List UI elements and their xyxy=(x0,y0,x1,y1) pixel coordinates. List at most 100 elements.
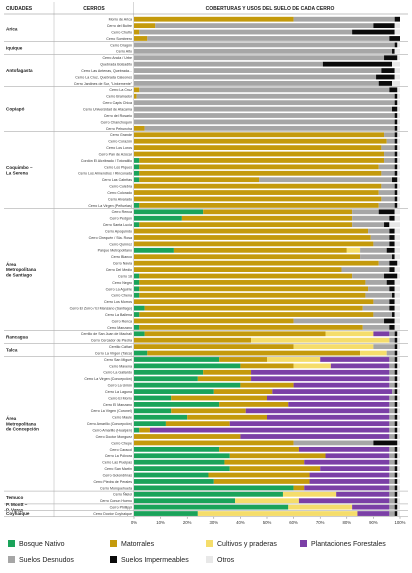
bar-segment xyxy=(392,48,395,54)
chart-row: Morro de Arica xyxy=(109,16,400,22)
bar-segment xyxy=(397,511,400,516)
bar-segment xyxy=(384,151,395,157)
bar-segment xyxy=(389,260,398,266)
bar-segment xyxy=(378,209,395,215)
chart-row: Cerro Renca xyxy=(112,209,400,214)
bar-segment xyxy=(394,215,400,221)
bar-segment xyxy=(397,202,400,208)
bar-segment xyxy=(134,472,209,478)
hill-label: Cerro Renca xyxy=(112,210,132,214)
bar-segment xyxy=(397,138,400,144)
bar-segment xyxy=(134,93,137,99)
bar-segment xyxy=(394,235,400,240)
bar-segment xyxy=(397,260,400,266)
bar-segment xyxy=(320,466,390,472)
bar-segment xyxy=(352,273,385,279)
bar-segment xyxy=(389,466,395,472)
bar-segment xyxy=(397,273,400,279)
bar-segment xyxy=(389,357,395,362)
bar-segment xyxy=(378,81,393,86)
bar-segment xyxy=(394,145,398,151)
chart-row: Cerro Golondrinas xyxy=(103,472,400,478)
bar-segment xyxy=(397,485,400,491)
bar-segment xyxy=(134,42,395,48)
bar-segment xyxy=(397,93,400,99)
bar-segment xyxy=(134,466,230,472)
chart-row: Cerro Dragón xyxy=(110,42,400,47)
bar-segment xyxy=(389,421,395,427)
hill-label: Cerro Jardines de Sur, "Linkemente" xyxy=(74,82,133,86)
bar-segment xyxy=(389,395,395,401)
bar-segment xyxy=(394,267,400,272)
chart-row: Cerro Monquehueta xyxy=(100,485,400,490)
chart-rows: Morro de Arica Cerro del Buitre Cerro Chuñ… xyxy=(4,16,408,518)
bar-segment xyxy=(397,382,400,388)
bar-segment xyxy=(384,132,395,138)
bar-segment xyxy=(139,202,379,208)
bar-segment xyxy=(134,376,198,382)
bar-segment xyxy=(394,42,398,48)
bar-segment xyxy=(320,357,390,362)
bar-segment xyxy=(397,151,400,157)
chart-row: Cerro Los Morros xyxy=(104,299,400,304)
bar-segment xyxy=(134,125,145,131)
bar-segment xyxy=(394,382,398,388)
hill-label: Quebrada Bolsadito xyxy=(100,63,132,67)
hill-label: Cerro Grande xyxy=(110,133,132,137)
bar-segment xyxy=(322,61,393,67)
city-group: Cerro Phillippi P. Montt – P. Varas xyxy=(4,502,408,512)
bar-segment xyxy=(389,414,395,420)
bar-segment xyxy=(139,29,353,35)
bar-segment xyxy=(134,312,140,317)
bar-segment xyxy=(134,106,393,112)
x-tick-label: 60% xyxy=(289,520,298,525)
bar-segment xyxy=(397,357,400,362)
bar-segment xyxy=(394,434,398,439)
bar-segment xyxy=(134,138,387,144)
bar-segment xyxy=(397,344,400,350)
bar-segment xyxy=(341,267,390,272)
bar-segment xyxy=(394,23,400,29)
bar-segment xyxy=(376,74,395,80)
legend-swatch xyxy=(206,556,213,563)
chart-row: Cerro del Rosario xyxy=(104,113,400,118)
hill-label: Cerro Ancla / Urbe xyxy=(102,56,132,60)
bar-segment xyxy=(134,170,140,176)
bar-segment xyxy=(394,48,400,54)
city-group: Cerro Doctor Coyhaique Coyhaique xyxy=(4,511,408,518)
bar-segment xyxy=(134,29,140,35)
legend-swatch xyxy=(300,540,307,547)
hill-label: Cerro La Virgen (Talca) xyxy=(95,351,132,355)
bar-segment xyxy=(389,408,395,414)
chart-row: Cerro El Zorro / El Manzano (Santiago) xyxy=(70,305,400,311)
x-tick-label: 0% xyxy=(131,520,137,525)
hill-label: Cerro Colorado xyxy=(107,191,132,195)
bar-segment xyxy=(139,292,366,298)
bar-segment xyxy=(134,81,379,86)
bar-segment xyxy=(139,312,374,317)
bar-segment xyxy=(397,183,400,189)
bar-segment xyxy=(397,125,400,131)
bar-segment xyxy=(134,100,395,106)
chart-row: Cerro Chena xyxy=(111,292,400,298)
city-label: Coyhaique xyxy=(6,511,30,516)
chart-row: Cerro Chuño xyxy=(111,29,400,35)
legend-item: Bosque Nativo xyxy=(8,540,65,548)
x-tick-label: 100% xyxy=(395,520,406,525)
chart-row: Cerro Sombrero xyxy=(106,36,400,41)
header-cities: CIUDADES xyxy=(6,6,33,12)
chart-row: Cerro Manzano xyxy=(107,324,400,330)
chart-row: Cerro Las Antenas, Quebrada... xyxy=(81,68,400,73)
bar-segment xyxy=(394,74,400,80)
bar-segment xyxy=(134,453,230,459)
bar-segment xyxy=(330,363,390,369)
bar-segment xyxy=(134,16,294,22)
bar-segment xyxy=(397,113,400,118)
bar-segment xyxy=(389,337,395,343)
chart-row: Cerro Ancla / Urbe xyxy=(102,55,400,60)
hill-label: Cerro Cercador de Piedra xyxy=(91,339,132,343)
bar-segment xyxy=(389,459,395,465)
chart-row: Cerro La Ballena xyxy=(105,312,400,317)
chart-row: Cerro La Cruz, Quebrada Caleones xyxy=(75,74,400,80)
legend-swatch xyxy=(206,540,213,547)
